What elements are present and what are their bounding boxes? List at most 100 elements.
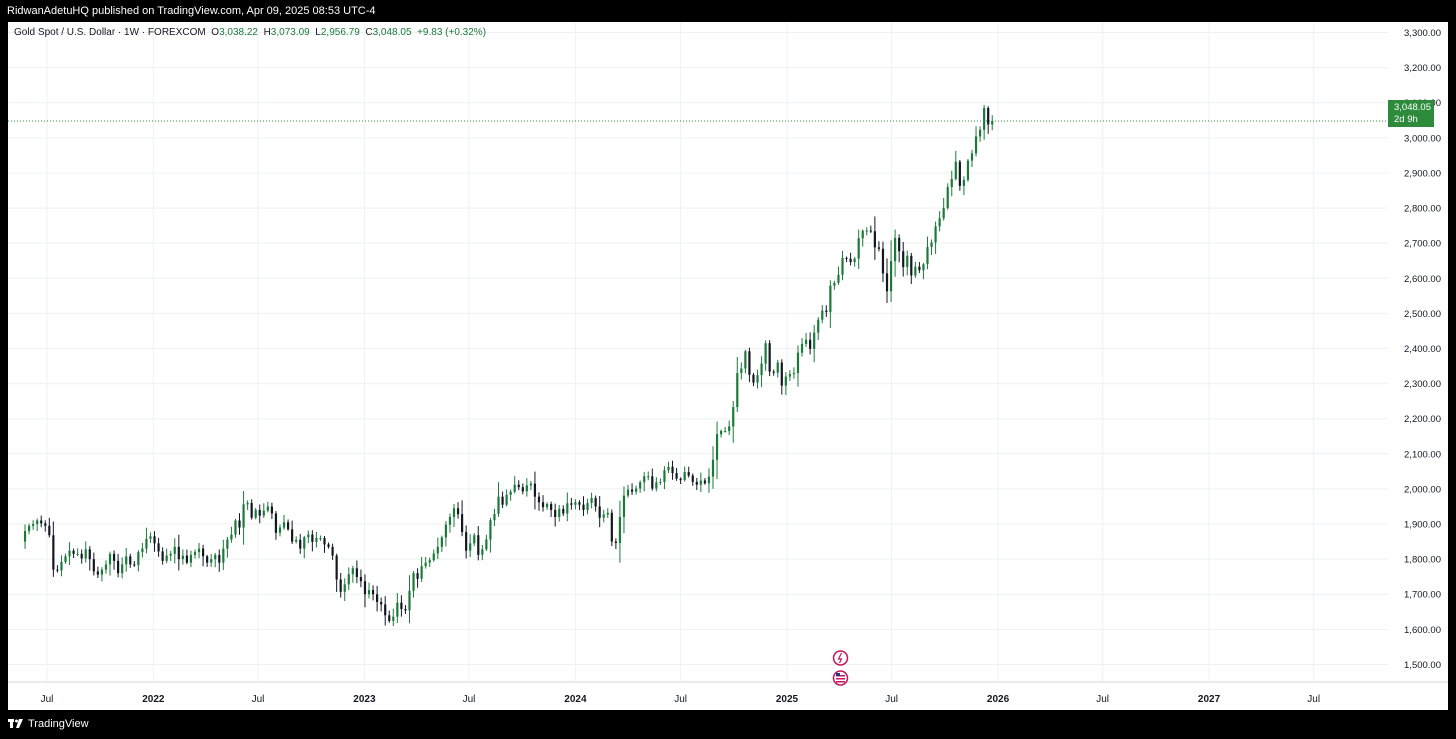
current-price-value: 3,048.05 <box>1394 102 1431 113</box>
candle-body <box>618 517 622 543</box>
candle-body <box>558 508 561 517</box>
y-tick-label: 2,300.00 <box>1404 379 1441 390</box>
candle-body <box>501 496 504 505</box>
low-value: 2,956.79 <box>320 27 360 38</box>
candle-body <box>651 476 654 489</box>
price-chart[interactable]: Jul 2022 Jul 2023 Jul 2024 Jul 2025 Jul 2026 Jul 20… <box>8 22 1448 710</box>
candle-body <box>68 550 71 557</box>
candle-body <box>869 230 872 232</box>
candle-body <box>809 339 812 349</box>
x-tick-label: 2025 <box>776 694 799 705</box>
candle-body <box>699 480 702 485</box>
candle-body <box>469 543 472 551</box>
candle-body <box>663 470 666 482</box>
candle-body <box>262 510 265 516</box>
candle-body <box>27 525 31 532</box>
candle-body <box>533 483 537 497</box>
candle-body <box>363 581 367 595</box>
candle-body <box>833 282 836 286</box>
candle-body <box>974 136 978 154</box>
candle-body <box>481 549 484 555</box>
y-tick-label: 3,000.00 <box>1404 133 1441 144</box>
x-tick-label: Jul <box>674 694 687 705</box>
y-tick-label: 2,100.00 <box>1404 449 1441 460</box>
candle-body <box>274 513 278 533</box>
candle-body <box>954 161 957 179</box>
candle-body <box>578 502 581 505</box>
y-tick-label: 2,700.00 <box>1404 239 1441 250</box>
candle-body <box>898 237 901 252</box>
candle-body <box>48 525 51 536</box>
candle-body <box>675 473 678 479</box>
candle-body <box>52 535 55 570</box>
candle-body <box>853 258 856 263</box>
candle-body <box>173 546 176 554</box>
candle-body <box>291 529 294 542</box>
candle-body <box>149 536 152 539</box>
candle-body <box>60 561 63 571</box>
candle-body <box>679 478 682 481</box>
candle-body <box>177 546 180 560</box>
candle-body <box>987 108 990 125</box>
candle-body <box>493 513 496 521</box>
candle-body <box>894 237 897 262</box>
candle-body <box>286 522 290 530</box>
candle-body <box>189 554 193 563</box>
candle-body <box>711 459 715 477</box>
footer-bar: TradingView <box>0 710 1456 739</box>
candle-body <box>647 476 650 478</box>
y-tick-label: 2,400.00 <box>1404 344 1441 355</box>
candle-body <box>327 544 330 547</box>
candle-body <box>343 584 346 592</box>
candle-body <box>339 579 342 592</box>
lightning-icon <box>837 652 843 664</box>
chart-legend: Gold Spot / U.S. Dollar · 1W · FOREXCOM … <box>14 27 486 38</box>
candle-body <box>117 560 120 574</box>
tradingview-logo[interactable]: TradingView <box>8 718 89 730</box>
y-tick-label: 2,500.00 <box>1404 309 1441 320</box>
candle-body <box>991 121 994 125</box>
candle-body <box>760 363 763 376</box>
candle-body <box>719 430 723 435</box>
candle-body <box>64 556 67 562</box>
candle-body <box>772 371 775 373</box>
x-tick-label: 2027 <box>1198 694 1221 705</box>
candle-body <box>687 472 690 476</box>
candle-body <box>877 247 881 249</box>
candle-body <box>671 466 674 474</box>
candle-body <box>574 502 577 505</box>
candle-body <box>813 332 816 349</box>
candle-body <box>602 514 605 518</box>
candle-body <box>740 368 743 374</box>
candle-body <box>683 472 686 481</box>
candle-body <box>788 374 791 377</box>
candle-body <box>226 539 229 549</box>
candle-body <box>80 553 83 559</box>
candle-body <box>108 553 112 565</box>
candle-body <box>562 508 565 514</box>
chart-frame[interactable]: Jul 2022 Jul 2023 Jul 2024 Jul 2025 Jul 2026 Jul 20… <box>8 22 1448 710</box>
candle-body <box>817 319 820 333</box>
candle-body <box>541 502 545 508</box>
candle-body <box>436 546 439 554</box>
flag-canton <box>836 673 840 676</box>
candle-body <box>359 577 363 582</box>
candle-body <box>728 426 731 431</box>
candle-body <box>72 550 75 554</box>
open-value: 3,038.22 <box>219 27 258 38</box>
candle-body <box>165 555 168 561</box>
candle-body <box>970 153 974 161</box>
candle-body <box>926 247 929 265</box>
candle-body <box>299 539 302 549</box>
candle-body <box>254 509 257 518</box>
bar-countdown: 2d 9h <box>1394 114 1418 125</box>
candle-body <box>752 374 755 383</box>
y-tick-label: 2,000.00 <box>1404 484 1441 495</box>
candle-body <box>133 564 136 566</box>
candle-body <box>335 555 338 580</box>
candle-body <box>626 489 630 496</box>
candle-body <box>942 208 945 219</box>
candle-body <box>906 255 909 268</box>
candle-body <box>792 373 796 375</box>
candle-body <box>420 566 423 579</box>
